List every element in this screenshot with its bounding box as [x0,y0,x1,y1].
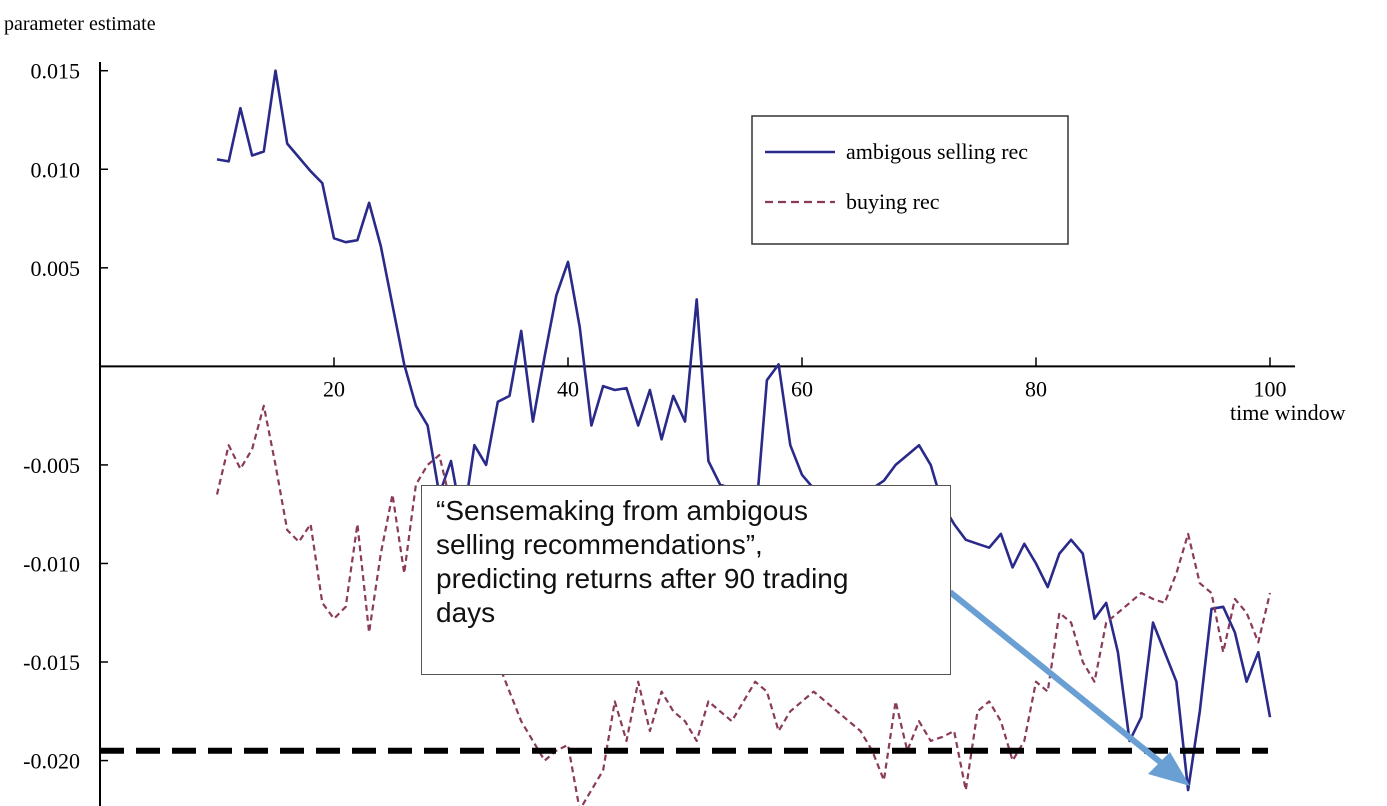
annotation-box: “Sensemaking from ambigous selling recom… [421,485,951,675]
y-axis-title: parameter estimate [4,13,156,35]
x-ticks: 20 40 60 80 100 [323,357,1287,401]
x-tick-label: 40 [557,376,579,401]
y-tick-label: -0.005 [23,453,80,478]
y-tick-label: -0.020 [23,749,80,774]
y-tick-label: -0.015 [23,650,80,675]
y-tick-label: 0.015 [31,59,81,84]
x-axis-title: time window [1230,400,1346,425]
legend-label-series-2: buying rec [846,189,940,214]
legend-label-series-1: ambigous selling rec [846,139,1028,164]
x-tick-label: 100 [1254,376,1287,401]
x-tick-label: 80 [1025,376,1047,401]
legend-box [751,115,1069,245]
annotation-arrow-head [1148,752,1190,786]
series-line-1 [216,69,1272,792]
y-tick-label: 0.010 [31,157,81,182]
x-tick-label: 60 [791,376,813,401]
y-tick-label: -0.010 [23,551,80,576]
series-group [215,69,1272,806]
legend: ambigous selling rec buying rec [751,115,1069,245]
y-tick-label: 0.005 [31,256,81,281]
series-line-2 [215,404,1272,806]
annotation-arrow [948,589,1190,786]
x-tick-label: 20 [323,376,345,401]
y-ticks: 0.015 0.010 0.005 -0.005 -0.010 -0.015 -0.020 [23,59,108,774]
annotation-arrow-shaft [948,589,1172,773]
annotation-text: “Sensemaking from ambigous selling recom… [436,495,849,628]
